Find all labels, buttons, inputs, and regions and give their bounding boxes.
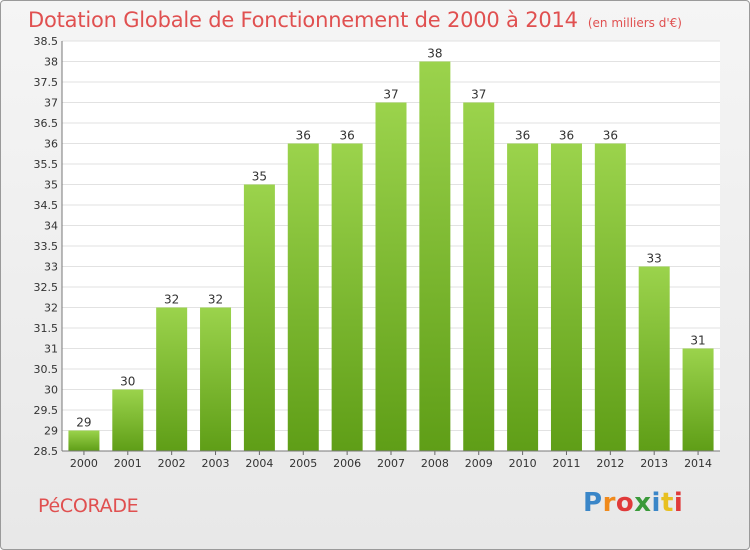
bar-value-label: 30 [120,375,135,389]
bar-value-label: 36 [603,129,618,143]
x-tick-label: 2002 [158,457,186,470]
x-tick-label: 2006 [333,457,361,470]
bar-value-label: 37 [471,88,486,102]
x-tick-label: 2000 [70,457,98,470]
bar-value-label: 32 [164,293,179,307]
bar-value-label: 38 [427,47,442,61]
x-tick-label: 2004 [245,457,273,470]
y-tick-label: 31 [44,343,58,356]
bar-2001 [112,389,144,451]
y-tick-label: 35.5 [34,158,59,171]
bar-value-label: 36 [339,129,354,143]
x-tick-label: 2007 [377,457,405,470]
bar-value-label: 35 [252,170,267,184]
bar-2014 [682,348,714,451]
y-tick-label: 38.5 [34,35,59,48]
x-tick-label: 2010 [509,457,537,470]
bar-2010 [507,143,539,451]
bar-2009 [463,102,495,451]
y-tick-label: 35 [44,179,58,192]
y-tick-label: 32 [44,302,58,315]
x-tick-label: 2011 [552,457,580,470]
x-tick-label: 2005 [289,457,317,470]
bar-value-label: 32 [208,293,223,307]
x-tick-label: 2008 [421,457,449,470]
y-tick-label: 37.5 [34,76,59,89]
y-tick-label: 33 [44,261,58,274]
chart-subtitle: (en milliers d'€) [587,16,682,30]
commune-name: PéCORADE [38,495,139,517]
bar-2008 [419,61,451,451]
bar-2007 [375,102,407,451]
y-tick-label: 28.5 [34,445,59,458]
x-tick-label: 2013 [640,457,668,470]
bar-value-label: 36 [515,129,530,143]
chart-title: Dotation Globale de Fonctionnement de 20… [28,8,682,32]
bar-2006 [331,143,363,451]
y-tick-label: 38 [44,56,58,69]
x-axis: 2000 2001 2002 2003 2004 2005 2006 2007 2008 2009… [70,451,712,470]
y-tick-label: 29.5 [34,404,59,417]
y-tick-label: 31.5 [34,322,59,335]
y-axis: 28.5 29 29.5 30 30.5 31 31.5 32 32.5 33 33.5 34 34.5… [34,35,59,458]
bar-2003 [200,307,232,451]
bar-value-label: 31 [690,334,705,348]
bar-value-label: 36 [559,129,574,143]
bar-2012 [594,143,626,451]
y-tick-label: 34 [44,220,58,233]
x-tick-label: 2009 [465,457,493,470]
bar-2011 [550,143,582,451]
x-tick-label: 2001 [114,457,142,470]
y-tick-label: 36.5 [34,117,59,130]
y-tick-label: 32.5 [34,281,59,294]
x-tick-label: 2014 [684,457,712,470]
bar-2013 [638,266,670,451]
bar-series: 29 30 32 32 35 36 36 37 38 37 36 36 36 33 31 [68,47,714,451]
y-tick-label: 37 [44,97,58,110]
bar-value-label: 29 [76,416,91,430]
bar-2000 [68,430,100,451]
bar-value-label: 37 [383,88,398,102]
y-tick-label: 36 [44,138,58,151]
x-tick-label: 2003 [202,457,230,470]
y-tick-label: 34.5 [34,199,59,212]
chart-title-text: Dotation Globale de Fonctionnement de 20… [28,8,578,32]
bar-value-label: 33 [647,252,662,266]
proxiti-logo[interactable]: Proxiti [583,488,684,518]
y-tick-label: 30 [44,384,58,397]
bar-2004 [243,184,275,451]
x-tick-label: 2012 [596,457,624,470]
y-tick-label: 29 [44,425,58,438]
bar-2005 [287,143,319,451]
y-tick-label: 30.5 [34,363,59,376]
y-tick-label: 33.5 [34,240,59,253]
bar-2002 [156,307,188,451]
axis-lines [61,41,720,452]
bar-value-label: 36 [296,129,311,143]
